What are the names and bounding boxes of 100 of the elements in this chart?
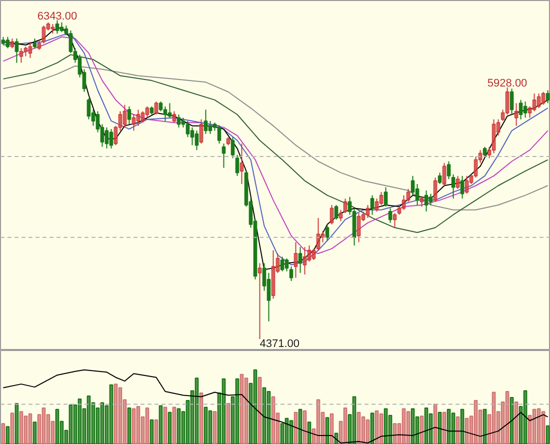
candlestick (258, 262, 262, 340)
candlestick (298, 246, 302, 274)
bar (55, 408, 60, 444)
bar (446, 408, 451, 444)
candlestick (46, 22, 50, 31)
bar (176, 408, 181, 444)
bar (298, 408, 302, 444)
candlestick (406, 188, 410, 202)
bar (546, 425, 550, 444)
bar (208, 410, 212, 444)
bar (244, 378, 248, 444)
candlestick (42, 25, 46, 44)
candlestick (204, 109, 208, 134)
bar (68, 404, 73, 444)
candlestick (338, 209, 343, 222)
bar (158, 405, 163, 444)
candlestick (190, 126, 194, 146)
candlestick (14, 38, 19, 64)
candlestick (505, 86, 510, 115)
bar (302, 410, 307, 444)
bar (114, 384, 118, 444)
candlestick (456, 175, 460, 190)
candlestick (325, 224, 330, 242)
bar (199, 392, 204, 444)
bar (258, 376, 262, 444)
candlestick (487, 146, 492, 159)
bar (136, 406, 140, 444)
bar (100, 402, 104, 444)
candlestick (37, 40, 42, 50)
candlestick (528, 106, 532, 118)
candlestick (424, 190, 428, 212)
bar (204, 406, 208, 444)
bar (523, 390, 528, 444)
candlestick (469, 174, 474, 185)
candlestick (230, 136, 235, 159)
candlestick (6, 36, 10, 49)
bar (145, 407, 150, 444)
candlestick (518, 99, 523, 120)
candlestick (334, 204, 338, 220)
candlestick (32, 38, 37, 49)
bar (482, 408, 487, 444)
bar (253, 369, 258, 444)
candlestick (392, 212, 397, 228)
annotation: 4371.00 (260, 338, 300, 350)
candlestick (50, 23, 55, 34)
bar (442, 412, 446, 444)
candlestick (86, 98, 91, 120)
candlestick (307, 244, 312, 262)
bar (235, 378, 240, 444)
bar (28, 413, 32, 444)
bar (370, 412, 374, 444)
candlestick (438, 172, 442, 185)
bar (460, 408, 464, 444)
candlestick (330, 204, 334, 225)
candlestick (186, 120, 190, 138)
candlestick (451, 174, 456, 200)
candlestick (176, 114, 181, 128)
candlestick (532, 92, 536, 112)
candlestick (397, 206, 402, 216)
candlestick (172, 110, 176, 124)
candlestick (122, 104, 127, 128)
annotation: 5928.00 (487, 77, 528, 90)
candlestick (379, 192, 384, 206)
candlestick (55, 20, 60, 34)
candlestick (428, 193, 433, 206)
candlestick (222, 143, 226, 168)
bar (127, 407, 132, 444)
bar (474, 400, 478, 444)
candlestick (523, 101, 528, 118)
bar (226, 402, 230, 444)
candlestick (276, 253, 280, 274)
bar (14, 402, 19, 444)
bar (212, 411, 217, 444)
candlestick (415, 184, 420, 206)
candlestick (374, 198, 379, 212)
candlestick (370, 194, 374, 216)
candlestick (496, 118, 500, 136)
candlestick (546, 90, 550, 104)
bar (6, 426, 10, 444)
bar (1, 423, 6, 444)
candlestick (118, 110, 122, 132)
bar (78, 398, 82, 444)
candlestick (366, 204, 370, 218)
candlestick (388, 208, 392, 224)
bar (86, 396, 91, 444)
candlestick (384, 186, 388, 208)
candlestick (312, 248, 316, 260)
candlestick (19, 48, 24, 64)
candlestick (136, 109, 140, 126)
candlestick (402, 194, 406, 210)
candlestick (492, 118, 496, 154)
candlestick (140, 110, 145, 124)
bar (424, 407, 428, 444)
candlestick (510, 88, 514, 115)
candlestick (420, 196, 424, 208)
bar (262, 387, 266, 444)
candlestick (536, 92, 541, 109)
bar (118, 387, 122, 444)
candlestick (240, 143, 244, 185)
candlestick (280, 256, 284, 272)
